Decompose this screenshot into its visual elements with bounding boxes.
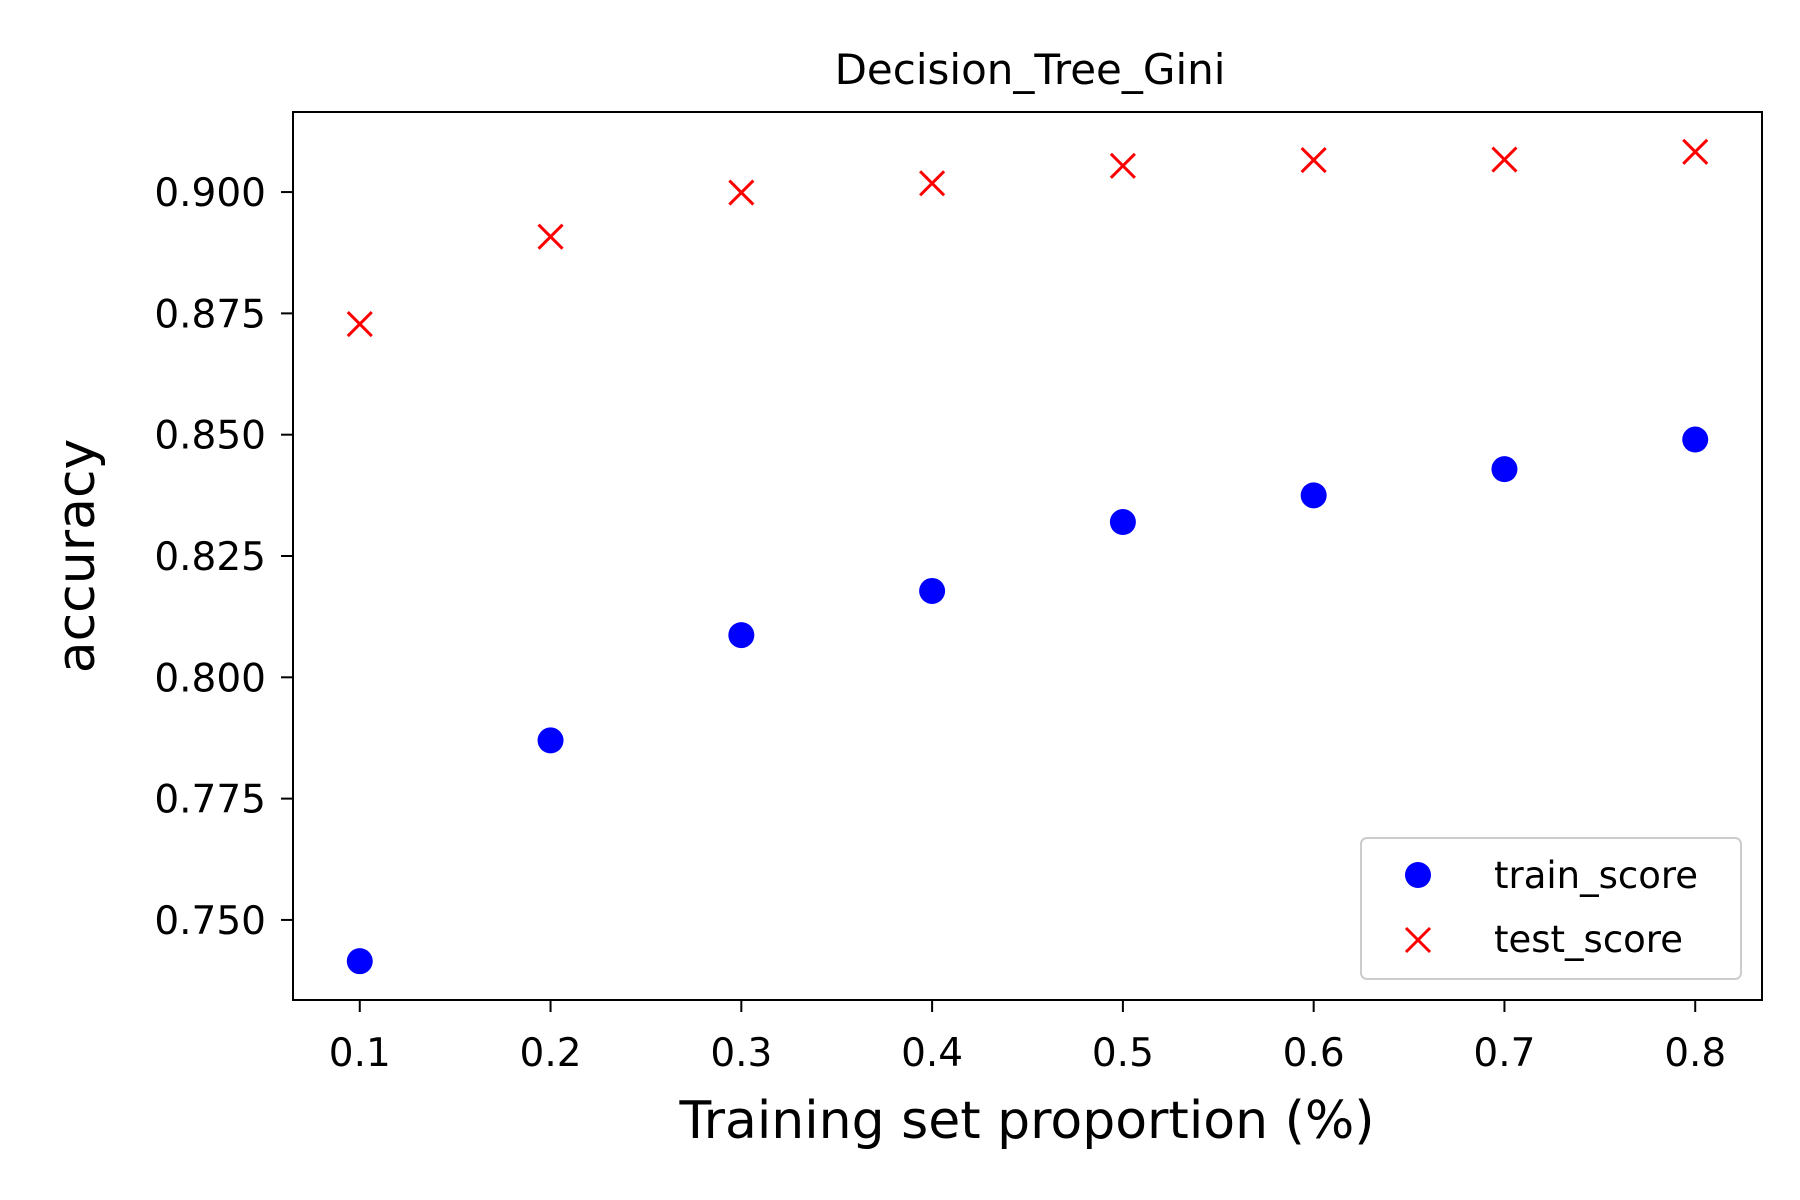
x-axis-label: Training set proportion (%) — [678, 1091, 1374, 1151]
y-tick-label: 0.900 — [154, 171, 266, 216]
train-score-point — [1682, 426, 1709, 453]
y-axis-ticks: 0.750 0.775 0.800 0.825 0.850 0.875 0.900 — [154, 171, 293, 944]
test-score-point — [919, 170, 946, 197]
test-score-point — [1682, 138, 1709, 165]
test-score-point — [346, 310, 373, 338]
train-score-point — [1300, 482, 1327, 509]
x-tick-label: 0.1 — [329, 1031, 391, 1076]
legend-box — [1360, 837, 1742, 980]
y-tick-label: 0.875 — [154, 292, 266, 337]
x-tick-label: 0.4 — [901, 1031, 963, 1076]
legend-marker-train-score — [1405, 862, 1431, 888]
x-tick-label: 0.3 — [710, 1031, 772, 1076]
legend-label-train-score: train_score — [1494, 854, 1698, 897]
test-score-point — [728, 179, 755, 206]
x-tick-label: 0.2 — [520, 1031, 582, 1076]
train-score-point — [1109, 509, 1136, 536]
legend-marker-test-score — [1404, 926, 1432, 954]
plot-marks — [346, 138, 1709, 975]
test-score-point — [537, 223, 564, 250]
train-score-point — [919, 577, 946, 604]
train-score-point — [346, 948, 373, 975]
test-score-point — [1300, 146, 1327, 174]
y-tick-label: 0.775 — [154, 778, 266, 823]
legend: train_score test_score — [1360, 837, 1742, 980]
train-score-point — [537, 727, 564, 754]
y-tick-label: 0.800 — [154, 656, 266, 701]
test-score-point — [1491, 146, 1518, 173]
chart-title: Decision_Tree_Gini — [835, 45, 1226, 94]
y-tick-label: 0.750 — [154, 899, 266, 944]
y-tick-label: 0.850 — [154, 414, 266, 459]
y-axis-label: accuracy — [47, 439, 107, 674]
x-tick-label: 0.8 — [1664, 1031, 1726, 1076]
y-tick-label: 0.825 — [154, 535, 266, 580]
test-score-point — [1109, 152, 1136, 179]
train-score-point — [728, 622, 755, 649]
x-tick-label: 0.6 — [1283, 1031, 1345, 1076]
x-tick-label: 0.7 — [1473, 1031, 1535, 1076]
x-axis-ticks: 0.1 0.2 0.3 0.4 0.5 0.6 0.7 0.8 — [329, 1000, 1726, 1076]
train-score-point — [1491, 456, 1518, 483]
legend-label-test-score: test_score — [1494, 918, 1683, 961]
x-tick-label: 0.5 — [1092, 1031, 1154, 1076]
